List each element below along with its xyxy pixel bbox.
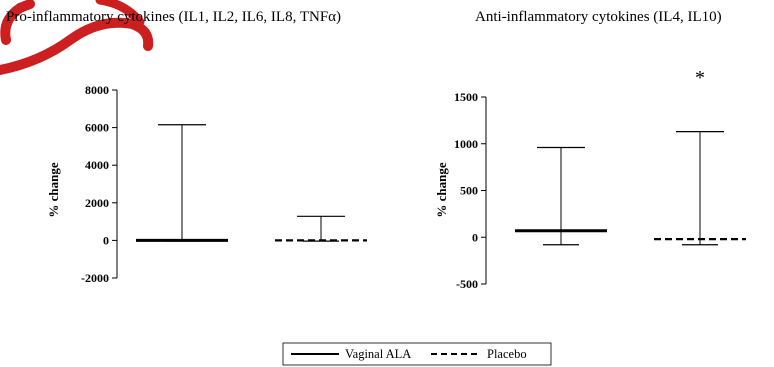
y-tick-label: 2000 xyxy=(85,196,109,210)
y-tick-label: 0 xyxy=(103,233,109,247)
y-tick-label: 4000 xyxy=(85,158,109,172)
legend: Vaginal ALA Placebo xyxy=(282,342,552,366)
legend-label-vaginal-ala: Vaginal ALA xyxy=(345,347,411,361)
y-tick-label: 500 xyxy=(460,184,478,198)
y-tick-label: 1500 xyxy=(454,90,478,104)
chart-panel-pro: Pro-inflammatory cytokines (IL1, IL2, IL… xyxy=(6,9,367,285)
y-tick-label: -2000 xyxy=(81,271,109,285)
legend-label-placebo: Placebo xyxy=(487,347,527,361)
plot-area-pro: -2000 0 2000 4000 6000 8000 xyxy=(81,83,367,285)
y-tick-label: -500 xyxy=(456,277,478,291)
legend-box xyxy=(282,342,552,366)
y-axis-label-pro: % change xyxy=(46,162,61,217)
y-tick-label: 0 xyxy=(472,230,478,244)
chart-panel-anti: Anti-inflammatory cytokines (IL4, IL10) … xyxy=(434,9,746,291)
chart-title-anti: Anti-inflammatory cytokines (IL4, IL10) xyxy=(475,9,722,25)
plot-area-anti: -500 0 500 1000 1500 xyxy=(454,90,746,291)
significance-marker: * xyxy=(695,67,705,89)
y-tick-label: 1000 xyxy=(454,137,478,151)
y-tick-label: 6000 xyxy=(85,121,109,135)
y-axis-label-anti: % change xyxy=(434,162,449,217)
chart-title-pro: Pro-inflammatory cytokines (IL1, IL2, IL… xyxy=(6,9,341,25)
y-tick-label: 8000 xyxy=(85,83,109,97)
